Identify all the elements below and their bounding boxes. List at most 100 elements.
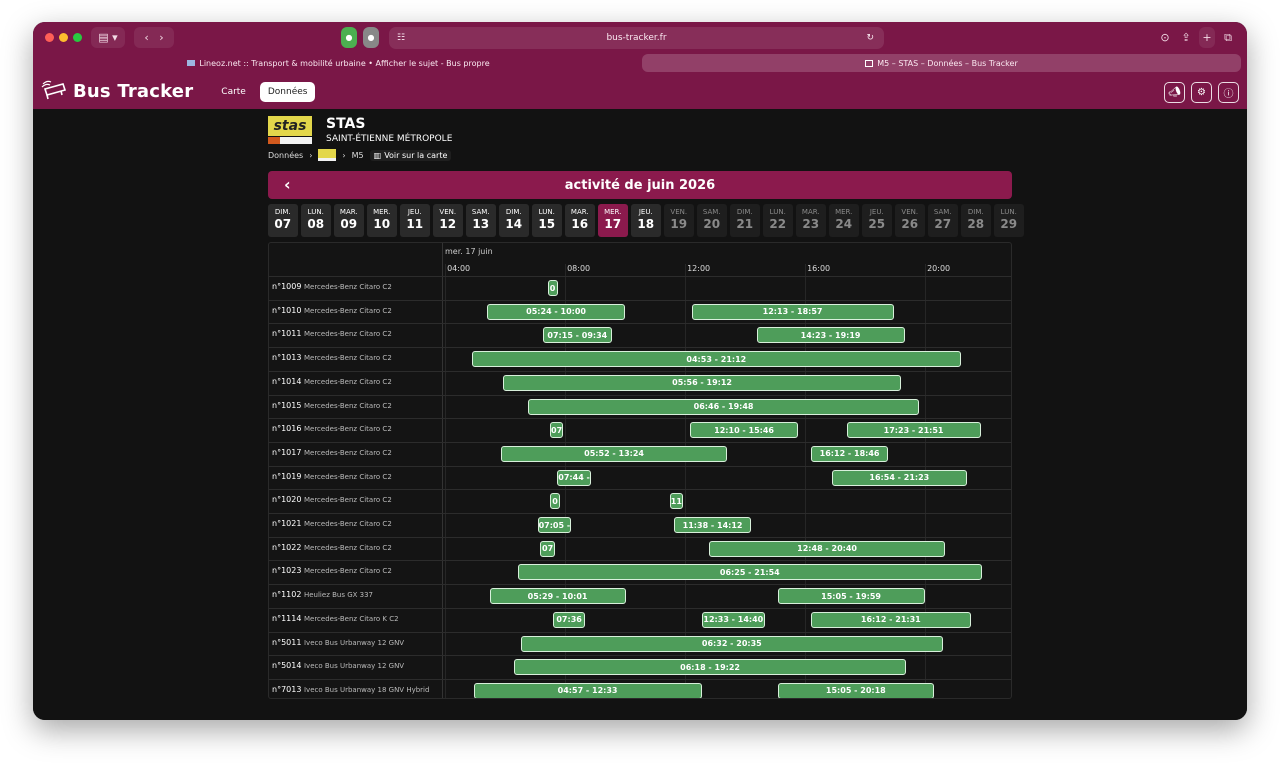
trip-bar[interactable]: 05:56 - 19:12 <box>503 374 902 391</box>
day-button[interactable]: MAR. 09 <box>334 204 364 237</box>
trip-bar[interactable]: 11:38 - 14:12 <box>674 517 752 533</box>
activity-timeline: mer. 17 juin 04:00 08:00 12:00 16:00 20:00 n… <box>268 242 1012 699</box>
day-number: 19 <box>670 217 688 231</box>
zoom-window-button[interactable] <box>73 33 82 42</box>
vehicle-id: n°1102 <box>272 590 304 600</box>
app-logo[interactable]: Bus Tracker <box>41 80 193 104</box>
trip-bar[interactable]: 17:23 - 21:51 <box>846 422 981 439</box>
trip-bar[interactable]: 07:15 - 09:34 <box>542 327 613 344</box>
trip-bar[interactable]: 06:46 - 19:48 <box>528 398 920 415</box>
trip-bar[interactable]: 16:12 - 21:31 <box>811 611 971 628</box>
vehicle-label[interactable]: n°1016 Mercedes-Benz Citaro C2 <box>272 424 392 433</box>
breadcrumb-line: M5 <box>351 150 364 160</box>
trip-bar[interactable]: 05:52 - 13:24 <box>501 445 728 462</box>
vehicle-label[interactable]: n°1114 Mercedes-Benz Citaro K C2 <box>272 614 399 623</box>
minimize-window-button[interactable] <box>59 33 68 42</box>
trip-bar[interactable]: 07:05 - <box>537 517 572 533</box>
day-button[interactable]: LUN. 15 <box>532 204 562 237</box>
day-button[interactable]: DIM. 07 <box>268 204 298 237</box>
day-button[interactable]: MAR. 16 <box>565 204 595 237</box>
trip-bar[interactable]: 16:12 - 18:46 <box>811 445 889 462</box>
vehicle-label[interactable]: n°1009 Mercedes-Benz Citaro C2 <box>272 282 392 291</box>
megaphone-icon[interactable]: 📣︎ <box>1164 82 1185 103</box>
trip-bar[interactable]: 06:32 - 20:35 <box>521 635 943 652</box>
stas-mini-logo[interactable] <box>318 149 337 161</box>
vehicle-label[interactable]: n°1021 Mercedes-Benz Citaro C2 <box>272 519 392 528</box>
gear-icon[interactable]: ⚙ <box>1191 82 1212 103</box>
trip-bar[interactable]: 16:54 - 21:23 <box>832 469 967 486</box>
trip-bar[interactable]: 12:33 - 14:40 <box>701 611 766 628</box>
vehicle-label[interactable]: n°1010 Mercedes-Benz Citaro C2 <box>272 306 392 315</box>
vehicle-label[interactable]: n°1014 Mercedes-Benz Citaro C2 <box>272 377 392 386</box>
history-nav[interactable]: ‹ › <box>134 27 174 48</box>
sidebar-toggle-icon[interactable]: ▤ ▾ <box>91 27 125 48</box>
vehicle-label[interactable]: n°1102 Heuliez Bus GX 337 <box>272 590 373 599</box>
map-link-label: Voir sur la carte <box>384 150 448 160</box>
day-name: DIM. <box>274 208 291 216</box>
trip-bar[interactable]: 05:29 - 10:01 <box>489 588 626 605</box>
address-bar[interactable]: ☷ bus-tracker.fr ↻ <box>389 27 884 49</box>
vehicle-label[interactable]: n°1017 Mercedes-Benz Citaro C2 <box>272 448 392 457</box>
vehicle-label[interactable]: n°7013 Iveco Bus Urbanway 18 GNV Hybrid <box>272 685 429 694</box>
trip-bar[interactable]: 07:44 - <box>557 469 592 486</box>
trip-bar[interactable]: 0 <box>547 280 558 296</box>
trip-bar[interactable]: 06:18 - 19:22 <box>514 659 907 676</box>
trip-bar[interactable]: 05:24 - 10:00 <box>487 303 626 320</box>
day-button[interactable]: VEN. 12 <box>433 204 463 237</box>
vehicle-label[interactable]: n°1015 Mercedes-Benz Citaro C2 <box>272 401 392 410</box>
downloads-icon[interactable]: ⊙ <box>1160 31 1170 44</box>
vehicle-label[interactable]: n°1019 Mercedes-Benz Citaro C2 <box>272 472 392 481</box>
trip-bar[interactable]: 15:05 - 19:59 <box>777 588 925 605</box>
map-link[interactable]: ▥ Voir sur la carte <box>369 149 452 161</box>
new-tab-icon[interactable]: + <box>1199 27 1215 48</box>
breadcrumb-root[interactable]: Données <box>268 150 304 160</box>
day-button[interactable]: DIM. 14 <box>499 204 529 237</box>
trip-bar[interactable]: 07 <box>550 422 564 439</box>
trip-bar[interactable]: 11 <box>670 493 683 510</box>
trip-bar[interactable]: 12:13 - 18:57 <box>691 303 894 320</box>
day-button[interactable]: JEU. 11 <box>400 204 430 237</box>
vehicle-label[interactable]: n°5014 Iveco Bus Urbanway 12 GNV <box>272 661 404 670</box>
reload-icon[interactable]: ↻ <box>866 33 874 43</box>
hour-tick-label: 16:00 <box>807 264 831 273</box>
vehicle-label[interactable]: n°1020 Mercedes-Benz Citaro C2 <box>272 495 392 504</box>
trip-bar[interactable]: 12:10 - 15:46 <box>690 422 799 439</box>
vehicle-label[interactable]: n°1022 Mercedes-Benz Citaro C2 <box>272 543 392 552</box>
vehicle-model: Mercedes-Benz Citaro C2 <box>303 543 392 552</box>
nav-donnees[interactable]: Données <box>259 81 316 102</box>
extension-2-icon[interactable]: ● <box>363 27 379 48</box>
trip-bar[interactable]: 06:25 - 21:54 <box>517 564 983 581</box>
trip-bar[interactable]: 0 <box>550 493 561 510</box>
share-icon[interactable]: ⇪ <box>1181 31 1191 44</box>
day-button[interactable]: SAM. 13 <box>466 204 496 237</box>
info-icon[interactable]: ⓘ <box>1218 82 1239 103</box>
trip-bar[interactable]: 15:05 - 20:18 <box>777 682 935 698</box>
nav-carte[interactable]: Carte <box>221 86 246 97</box>
day-button[interactable]: MER. 10 <box>367 204 397 237</box>
vehicle-label[interactable]: n°1023 Mercedes-Benz Citaro C2 <box>272 566 392 575</box>
extension-icon[interactable]: ● <box>341 27 357 48</box>
trip-bar[interactable]: 07 <box>540 540 556 557</box>
day-selector: DIM. 07 LUN. 08 MAR. 09 MER. 10 JEU. 11 VEN. 12 SAM.… <box>268 204 1024 237</box>
trip-bar[interactable]: 14:23 - 19:19 <box>756 327 905 344</box>
tab-overview-icon[interactable]: ⧉ <box>1224 30 1232 44</box>
trip-bar[interactable]: 07:36 <box>553 611 586 628</box>
day-button[interactable]: MER. 17 <box>598 204 628 237</box>
vehicle-label[interactable]: n°1013 Mercedes-Benz Citaro C2 <box>272 353 392 362</box>
trip-bar[interactable]: 12:48 - 20:40 <box>709 540 946 557</box>
tab-lineoz[interactable]: Lineoz.net :: Transport & mobilité urbai… <box>39 54 638 72</box>
tab-bus-tracker[interactable]: M5 – STAS – Données – Bus Tracker <box>642 54 1241 72</box>
trip-bar[interactable]: 04:57 - 12:33 <box>473 682 702 698</box>
vehicle-id: n°7013 <box>272 684 304 694</box>
chevron-left-icon[interactable]: ‹ <box>284 175 291 194</box>
page-settings-icon[interactable]: ☷ <box>397 33 406 43</box>
trip-bar[interactable]: 04:53 - 21:12 <box>471 351 962 368</box>
vehicle-row: n°1015 Mercedes-Benz Citaro C2 06:46 - 19… <box>269 394 1011 419</box>
day-button[interactable]: LUN. 08 <box>301 204 331 237</box>
vehicle-label[interactable]: n°5011 Iveco Bus Urbanway 12 GNV <box>272 638 404 647</box>
vehicle-label[interactable]: n°1011 Mercedes-Benz Citaro C2 <box>272 329 392 338</box>
day-name: LUN. <box>538 208 555 216</box>
day-button[interactable]: JEU. 18 <box>631 204 661 237</box>
day-name: SAM. <box>933 208 952 216</box>
close-window-button[interactable] <box>45 33 54 42</box>
